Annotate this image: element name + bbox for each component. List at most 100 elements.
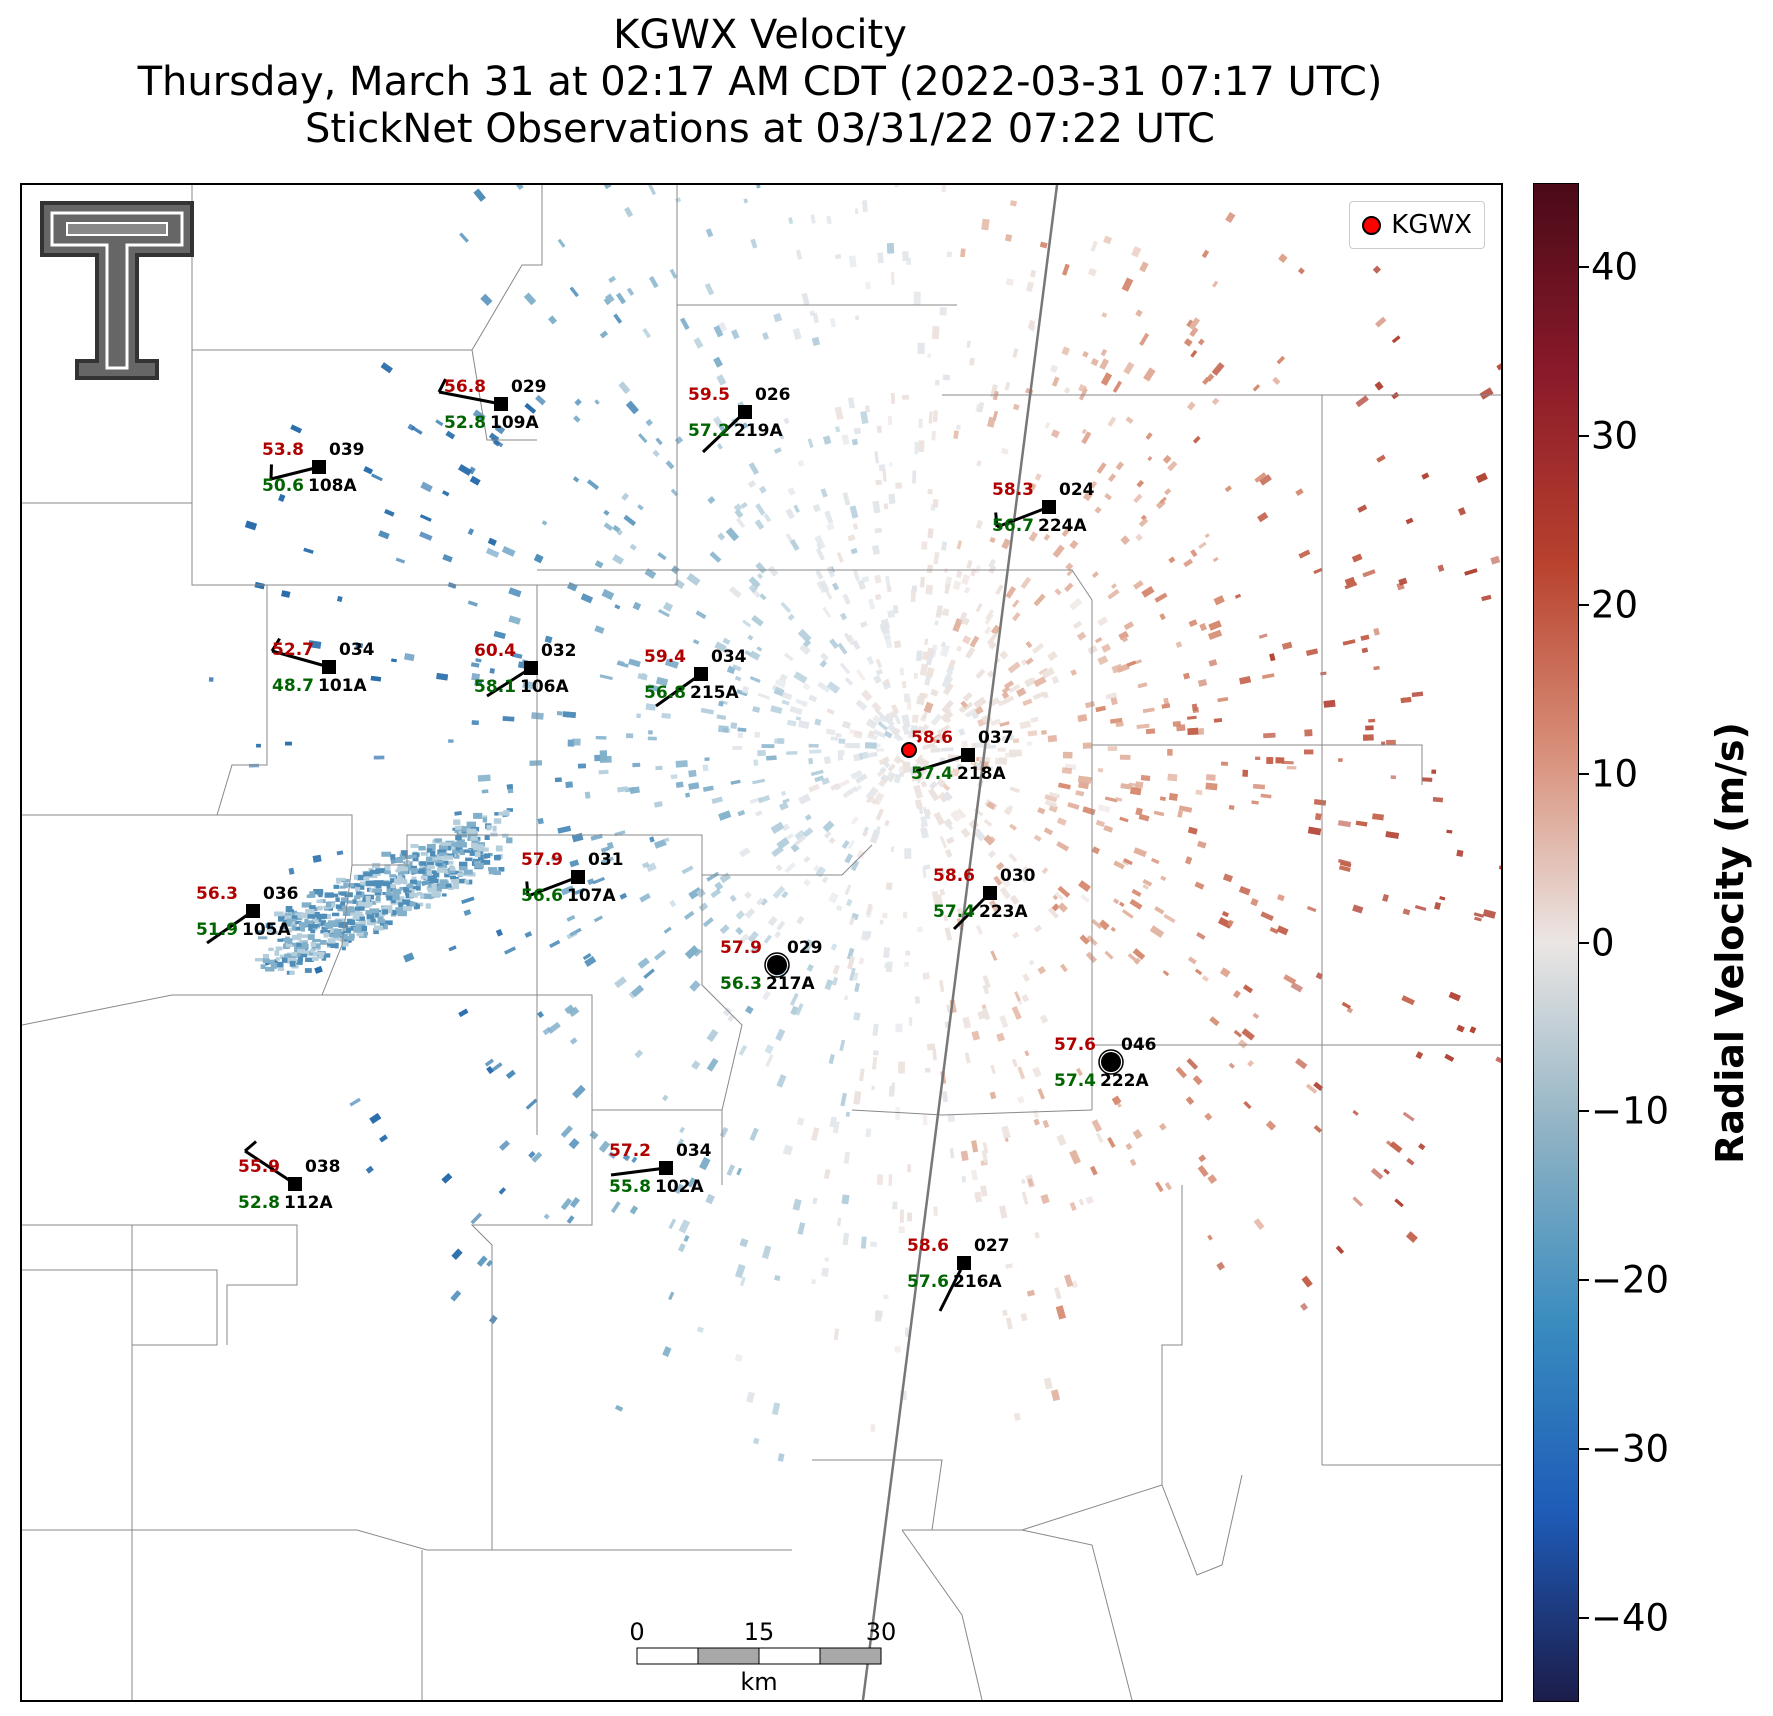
velocity-gate [580,593,594,604]
velocity-gate [854,208,859,215]
velocity-gate [1431,769,1437,774]
velocity-gate [869,797,878,805]
velocity-gate [890,392,895,404]
velocity-gate [363,876,370,880]
velocity-gate [311,917,319,924]
velocity-gate [843,632,852,642]
velocity-gate [963,586,971,594]
velocity-gate [754,185,761,189]
velocity-gate [523,292,537,306]
radar-map[interactable]: 53.8 039 50.6 108A 56.8 029 52.8 109A 59.5 026 57.… [20,183,1503,1702]
velocity-gate [330,933,340,938]
velocity-gate [999,1015,1009,1029]
velocity-gate [428,870,437,874]
velocity-gate [781,823,790,832]
velocity-gate [1154,906,1165,915]
velocity-gate [816,543,823,550]
velocity-gate [1054,588,1062,596]
velocity-gate [838,738,846,744]
velocity-gate [254,581,265,590]
velocity-gate [859,1068,865,1082]
velocity-gate [352,916,360,920]
velocity-gate [412,886,421,890]
velocity-gate [531,712,544,720]
velocity-gate [899,667,905,676]
velocity-gate [1034,473,1042,481]
county-line [217,814,537,866]
velocity-gate [719,872,731,883]
velocity-gate [912,470,916,484]
velocity-gate [878,756,890,766]
velocity-gate [1145,728,1156,735]
velocity-gate [1001,691,1010,700]
velocity-gate [858,957,865,965]
velocity-gate [287,958,297,964]
velocity-gate [569,1196,581,1208]
velocity-gate [735,1263,746,1279]
velocity-gate [853,1012,861,1021]
station-pressure: 030 [1000,866,1036,886]
county-line [901,1529,983,1700]
velocity-gate [779,801,789,811]
velocity-gate [688,887,703,900]
velocity-gate [1401,995,1415,1006]
velocity-gate [1066,569,1074,577]
velocity-gate [729,894,737,902]
velocity-gate [922,866,927,879]
velocity-gate [455,846,463,851]
velocity-gate [397,863,406,870]
velocity-gate [1323,699,1336,708]
velocity-gate [941,541,948,551]
velocity-gate [1352,904,1364,914]
velocity-gate [1495,1056,1501,1066]
velocity-gate [832,1121,840,1134]
velocity-gate [1159,613,1166,621]
velocity-gate [647,684,660,692]
velocity-gate [1239,676,1252,685]
velocity-gate [1091,846,1100,855]
velocity-gate [679,317,690,331]
velocity-gate [977,1010,986,1020]
velocity-gate [990,718,1001,727]
velocity-gate [1252,783,1266,790]
velocity-gate [1131,888,1142,897]
velocity-gate [1259,474,1272,486]
velocity-gate [925,584,934,595]
velocity-gate [285,741,292,746]
velocity-gate [1033,924,1042,933]
velocity-gate [987,632,998,646]
velocity-gate [498,867,505,872]
velocity-gate [442,554,453,563]
velocity-gate [917,926,924,933]
velocity-gate [962,1016,972,1029]
velocity-gate [308,951,318,957]
velocity-gate [495,928,503,937]
velocity-gate [943,914,948,922]
velocity-gate [333,935,340,941]
velocity-gate [810,769,824,776]
velocity-gate [1119,816,1129,823]
velocity-gate [670,488,679,497]
velocity-gate [386,895,393,901]
velocity-gate [798,793,811,805]
velocity-gate [1043,533,1051,541]
velocity-gate [894,640,901,649]
velocity-gate [1021,1178,1026,1184]
velocity-gate [885,961,893,973]
